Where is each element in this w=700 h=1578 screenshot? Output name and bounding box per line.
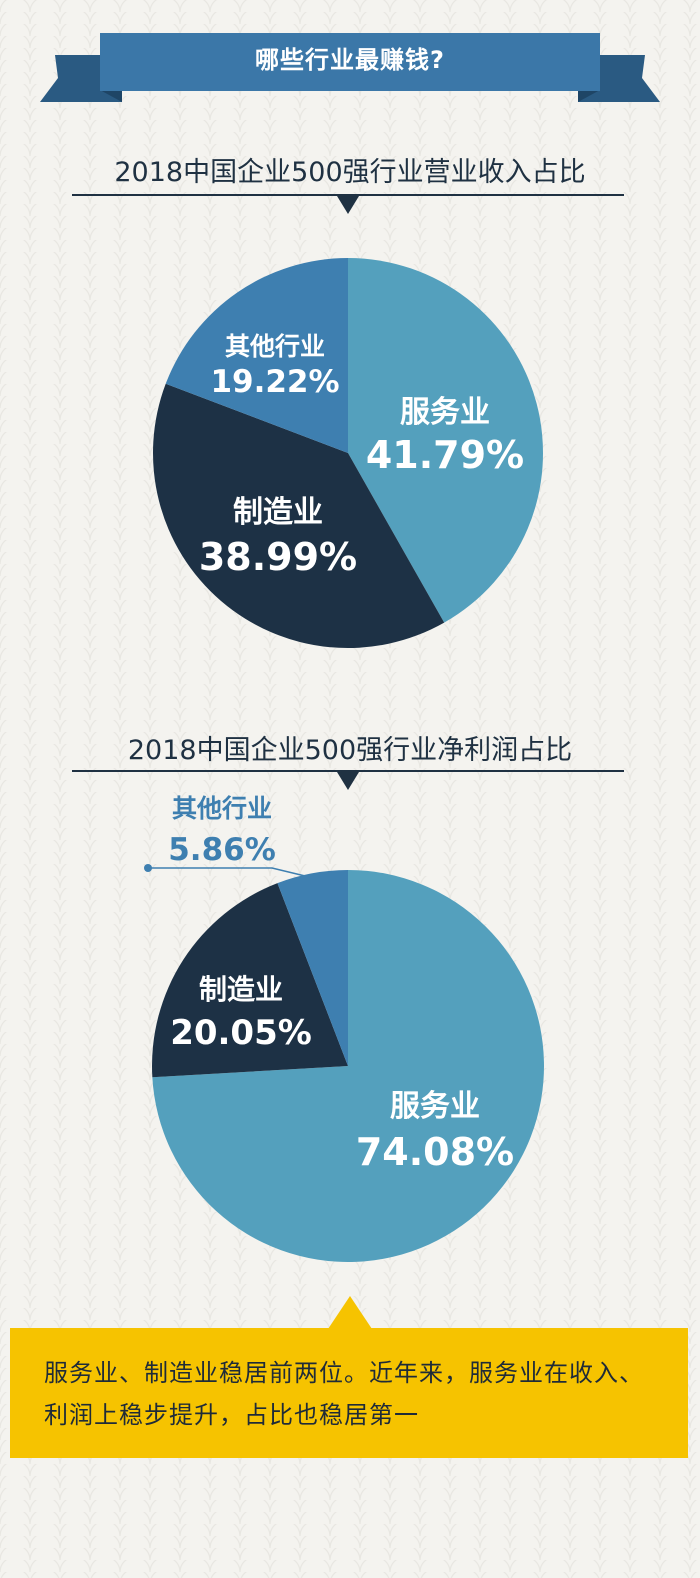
chart2-slice-name-0: 服务业	[390, 1089, 480, 1124]
chart2-title: 2018中国企业500强行业净利润占比	[127, 735, 573, 766]
chart1-pointer	[337, 196, 359, 214]
chart1-slice-0	[348, 258, 543, 623]
chart2-slice-value-1: 20.05%	[170, 1013, 312, 1053]
chart1-slice-name-0: 服务业	[400, 395, 490, 430]
note-notch	[328, 1296, 372, 1329]
note-box	[10, 1328, 688, 1458]
chart1-title-rule	[72, 194, 624, 196]
chart2-pointer	[337, 772, 359, 790]
chart1-slice-value-2: 19.22%	[210, 364, 339, 400]
chart1-slice-value-1: 38.99%	[199, 535, 357, 579]
chart2-slice-1	[152, 883, 348, 1078]
chart1-title: 2018中国企业500强行业营业收入占比	[114, 157, 586, 188]
chart2-slice-value-0: 74.08%	[356, 1130, 514, 1174]
chart2-slice-0	[152, 870, 544, 1262]
chart2-slice-name-1: 制造业	[199, 973, 283, 1006]
chart2-slice-2	[277, 870, 348, 1066]
banner-ribbon	[40, 33, 660, 102]
chart2-slice-name-2: 其他行业	[172, 794, 272, 823]
chart1-slice-1	[153, 383, 445, 648]
chart2-pie: 服务业 74.08% 制造业 20.05% 其他行业 5.86%	[144, 794, 544, 1262]
chart1-slice-name-2: 其他行业	[225, 332, 325, 361]
chart1-slice-value-0: 41.79%	[366, 433, 524, 477]
chart2-slice-value-2: 5.86%	[168, 832, 276, 868]
chart2-leader-line	[148, 867, 312, 879]
chart1-slice-name-1: 制造业	[233, 495, 323, 530]
banner-title: 哪些行业最赚钱?	[255, 46, 445, 74]
chart1-slice-2	[165, 258, 348, 453]
chart2-leader-dot	[144, 864, 152, 872]
note-text: 服务业、制造业稳居前两位。近年来，服务业在收入、利润上稳步提升，占比也稳居第一	[44, 1359, 644, 1429]
chart2-title-rule	[72, 770, 624, 772]
